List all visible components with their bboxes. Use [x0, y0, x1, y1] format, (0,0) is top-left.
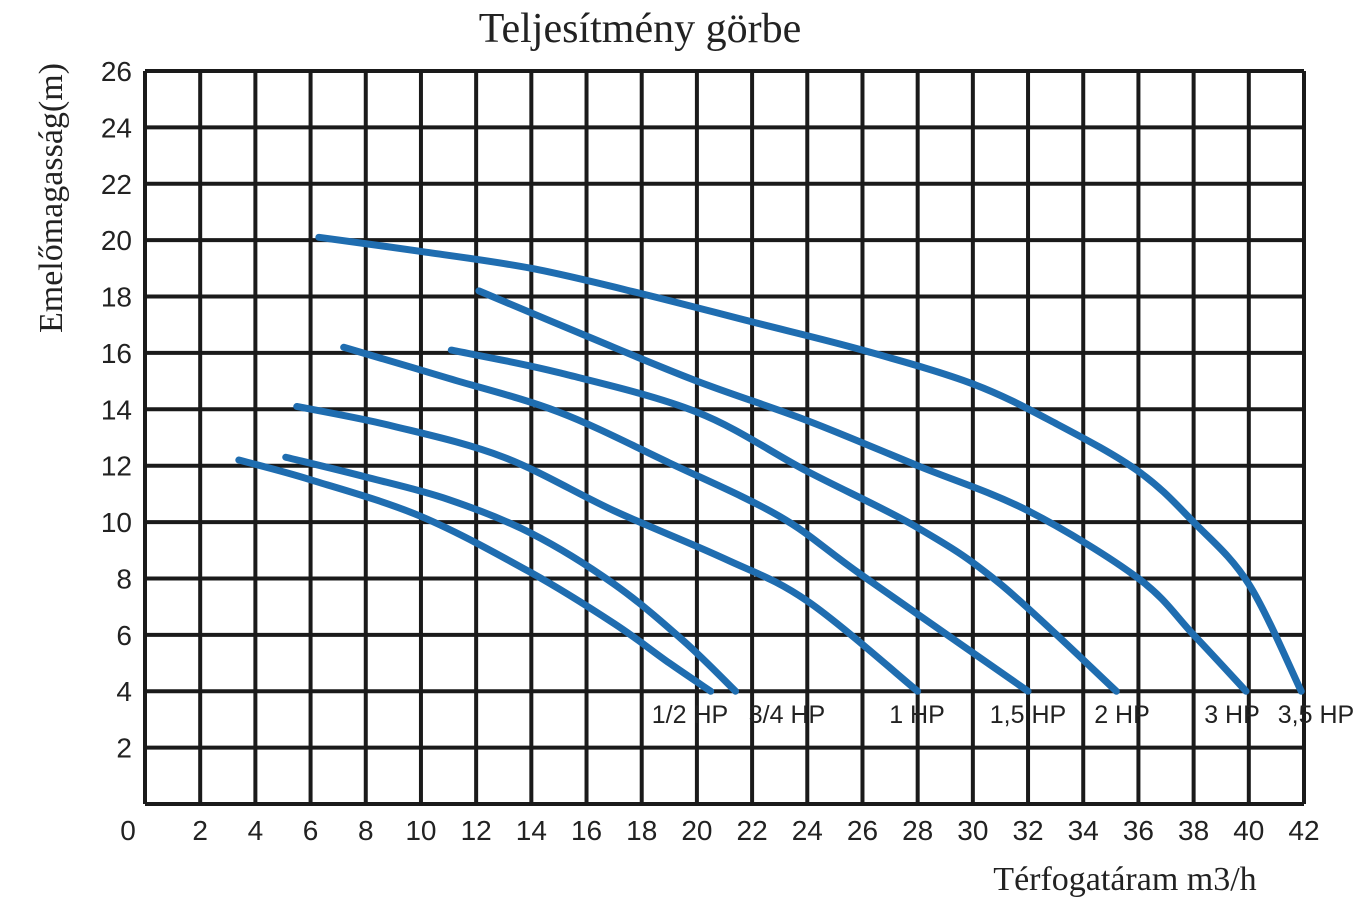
y-axis-title: Emelőmagasság(m) [33, 63, 70, 333]
curve-2-hp [447, 346, 1120, 695]
curve-1-2-hp [235, 456, 715, 695]
x-tick-label: 20 [681, 815, 712, 846]
y-tick-label: 2 [116, 733, 132, 764]
x-tick-label: 6 [303, 815, 319, 846]
series-label-3-4-hp: 3/4 HP [749, 701, 825, 729]
x-tick-label: 8 [358, 815, 374, 846]
x-tick-label: 16 [571, 815, 602, 846]
grid-lines [143, 69, 1306, 806]
series-labels: 1/2 HP 3/4 HP 1 HP 1,5 HP 2 HP 3 HP 3,5 HP [652, 701, 1354, 729]
chart-title: Teljesítmény görbe [479, 6, 801, 52]
series-label-1-2-hp: 1/2 HP [652, 701, 728, 729]
x-tick-label: 32 [1012, 815, 1043, 846]
x-axis-title: Térfogatáram m3/h [993, 861, 1256, 898]
x-tick-label: 10 [405, 815, 436, 846]
y-tick-label: 8 [116, 563, 132, 594]
curve-1-hp [293, 402, 922, 695]
x-tick-label: 22 [737, 815, 768, 846]
x-tick-label: 36 [1123, 815, 1154, 846]
y-tick-label: 26 [101, 56, 132, 87]
x-tick-label: 28 [902, 815, 933, 846]
y-tick-label: 20 [101, 225, 132, 256]
curve-3-4-hp [282, 453, 740, 695]
y-tick-label: 24 [101, 112, 132, 143]
y-tick-label: 14 [101, 394, 132, 425]
x-tick-label: 38 [1178, 815, 1209, 846]
y-tick-label: 10 [101, 507, 132, 538]
series-label-3-hp: 3 HP [1204, 701, 1260, 729]
performance-curves [235, 233, 1305, 695]
curve-1-5-hp [340, 343, 1032, 695]
series-label-3-5-hp: 3,5 HP [1278, 701, 1354, 729]
curve-3-hp [475, 287, 1250, 695]
y-tick-label: 6 [116, 620, 132, 651]
x-tick-label: 42 [1288, 815, 1319, 846]
x-tick-label: 12 [461, 815, 492, 846]
x-tick-label: 30 [957, 815, 988, 846]
y-tick-label: 22 [101, 169, 132, 200]
y-tick-label: 12 [101, 451, 132, 482]
y-tick-label: 16 [101, 338, 132, 369]
tick-labels: 0 2 4 6 8 10 12 14 16 18 20 22 24 26 28 30 32 34 36 38 40 422… [101, 56, 1320, 846]
x-tick-label: 24 [792, 815, 823, 846]
series-label-1-5-hp: 1,5 HP [990, 701, 1066, 729]
series-label-1-hp: 1 HP [889, 701, 945, 729]
x-tick-label: 34 [1068, 815, 1099, 846]
curve-3-5-hp [315, 233, 1305, 695]
y-tick-label: 4 [116, 676, 132, 707]
x-tick-label: 26 [847, 815, 878, 846]
y-tick-label: 18 [101, 282, 132, 313]
x-tick-label: 4 [248, 815, 264, 846]
x-tick-label: 14 [516, 815, 547, 846]
series-label-2-hp: 2 HP [1094, 701, 1150, 729]
x-tick-label: 0 [120, 815, 136, 846]
x-tick-label: 2 [192, 815, 208, 846]
x-tick-label: 40 [1233, 815, 1264, 846]
x-tick-label: 18 [626, 815, 657, 846]
